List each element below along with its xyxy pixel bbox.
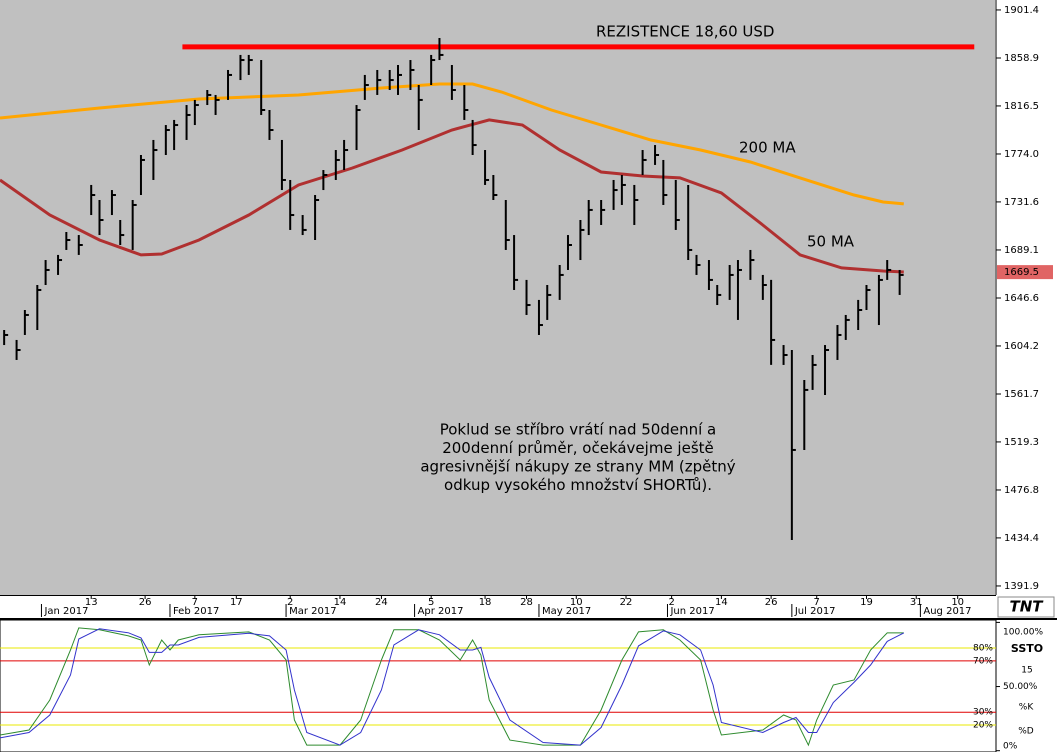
annotation: agresivnější nákupy ze strany MM (zpětný (420, 458, 735, 476)
moving-average (0, 118, 904, 274)
moving-average (0, 82, 904, 206)
month-label: Apr 2017 (418, 606, 464, 617)
last-price-label: 1669.5 (1004, 267, 1039, 278)
month-label: Jan 2017 (43, 606, 88, 617)
y-tick-label: 1774.0 (1004, 149, 1039, 160)
legend-entry: %D (1018, 727, 1034, 737)
moving-average-label: 50 MA (807, 233, 855, 251)
last-price-marker (997, 265, 1053, 280)
y-tick-label: 1816.5 (1004, 101, 1039, 112)
x-tick-label: 18 (479, 597, 492, 608)
x-tick-label: 22 (620, 597, 633, 608)
indicator-period: 15 (1021, 666, 1032, 676)
x-tick-label: 13 (85, 597, 98, 608)
logo-box (997, 596, 1055, 618)
moving-average-label: 200 MA (739, 139, 796, 157)
annotation: 200denní průměr, očekávejme ještě (442, 439, 714, 457)
x-tick-label: 14 (715, 597, 728, 608)
logo: TNT (1009, 598, 1044, 616)
price-plot-background (0, 0, 995, 595)
y-tick-label: 1858.9 (1004, 53, 1039, 64)
x-tick-label: 2 (668, 597, 674, 608)
y-tick-label: 1646.6 (1004, 293, 1039, 304)
price-axis-panel (995, 0, 1057, 595)
x-tick-label: 19 (860, 597, 873, 608)
x-tick-label: 2 (287, 597, 293, 608)
x-tick-label: 31 (910, 597, 923, 608)
y-tick-label: 1391.9 (1004, 581, 1039, 592)
level-label: 30% (973, 708, 993, 718)
y-tick-label: 1519.3 (1004, 437, 1039, 448)
y-tick-label: 1689.1 (1004, 245, 1039, 256)
resistance-label: REZISTENCE 18,60 USD (596, 23, 774, 41)
month-label: May 2017 (542, 606, 591, 617)
x-tick-label: 7 (192, 597, 198, 608)
date-axis-strip (0, 595, 995, 618)
stochastic-line (0, 628, 905, 746)
x-tick-label: 10 (570, 597, 583, 608)
y-tick-label: 1434.4 (1004, 533, 1039, 544)
y-tick-label: 1476.8 (1004, 485, 1039, 496)
annotation: Poklud se stříbro vrátí nad 50denní a (440, 421, 717, 439)
annotation: odkup vysokého množství SHORTů). (444, 476, 712, 494)
y-tick-label: 1604.2 (1004, 341, 1039, 352)
y-tick-label: 1901.4 (1004, 5, 1039, 16)
x-tick-label: 5 (428, 597, 434, 608)
x-tick-label: 26 (765, 597, 778, 608)
month-label: Jun 2017 (669, 606, 714, 617)
y-tick-label: 50.00% (1003, 682, 1038, 692)
x-tick-label: 26 (139, 597, 152, 608)
y-tick-label: 100.00% (1003, 628, 1043, 638)
y-tick-label: 1561.7 (1004, 389, 1039, 400)
month-label: Feb 2017 (173, 606, 219, 617)
x-tick-label: 17 (230, 597, 243, 608)
stochastic-plot-background (0, 619, 997, 752)
level-label: 80% (973, 644, 993, 654)
y-tick-label: 0% (1003, 742, 1018, 752)
indicator-title: SSTO (1011, 642, 1043, 655)
month-label: Mar 2017 (289, 606, 337, 617)
level-label: 20% (973, 721, 993, 731)
month-label: Aug 2017 (923, 606, 971, 617)
y-tick-label: 1731.6 (1004, 197, 1039, 208)
legend-entry: %K (1019, 703, 1035, 713)
x-tick-label: 28 (520, 597, 533, 608)
x-tick-label: 14 (334, 597, 347, 608)
level-label: 70% (973, 656, 993, 666)
x-tick-label: 10 (951, 597, 964, 608)
stochastic-line (0, 627, 904, 747)
x-tick-label: 7 (814, 597, 820, 608)
month-label: Jul 2017 (794, 606, 836, 617)
x-tick-label: 24 (375, 597, 388, 608)
